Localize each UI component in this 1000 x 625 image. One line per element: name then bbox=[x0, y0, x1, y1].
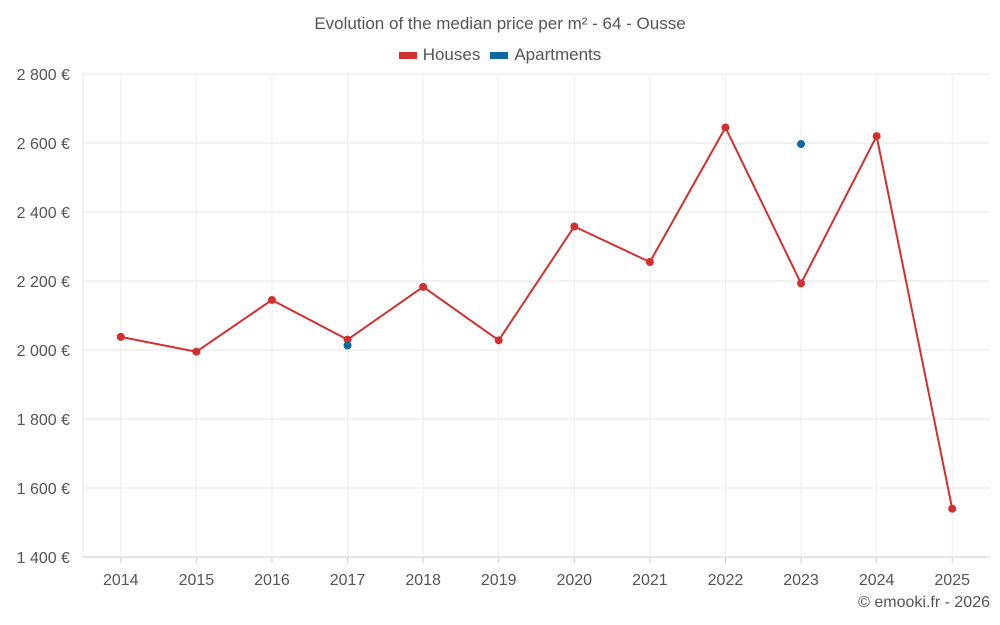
legend-item-houses[interactable]: Houses bbox=[398, 45, 481, 65]
x-tick-label: 2023 bbox=[783, 572, 819, 589]
data-point-houses-2018 bbox=[419, 282, 428, 291]
data-point-houses-2021 bbox=[645, 258, 654, 267]
x-tick-label: 2021 bbox=[632, 572, 668, 589]
x-tick-label: 2015 bbox=[179, 572, 215, 589]
chart-legend: Houses Apartments bbox=[0, 45, 1000, 65]
data-point-houses-2020 bbox=[570, 222, 579, 231]
x-tick-label: 2014 bbox=[103, 572, 139, 589]
chart-title: Evolution of the median price per m² - 6… bbox=[314, 14, 686, 33]
x-tick-label: 2024 bbox=[859, 572, 895, 589]
data-point-houses-2022 bbox=[721, 123, 730, 132]
chart-credit: © emooki.fr - 2026 bbox=[858, 594, 990, 611]
data-point-houses-2017 bbox=[343, 335, 352, 344]
x-tick-label: 2019 bbox=[481, 572, 517, 589]
x-tick-label: 2025 bbox=[934, 572, 970, 589]
data-point-houses-2024 bbox=[872, 132, 881, 141]
legend-item-apartments[interactable]: Apartments bbox=[490, 45, 601, 65]
y-tick-label: 2 000 € bbox=[17, 343, 70, 360]
x-tick-label: 2022 bbox=[708, 572, 744, 589]
y-tick-label: 2 200 € bbox=[17, 274, 70, 291]
legend-label-apartments: Apartments bbox=[514, 45, 602, 64]
y-tick-label: 1 400 € bbox=[17, 550, 70, 567]
x-tick-label: 2018 bbox=[405, 572, 441, 589]
data-point-houses-2016 bbox=[267, 295, 276, 304]
y-tick-label: 2 800 € bbox=[17, 67, 70, 84]
data-point-houses-2025 bbox=[948, 504, 957, 513]
series-line-houses bbox=[120, 126, 954, 509]
data-point-apartments-2017 bbox=[343, 341, 352, 350]
data-point-apartments-2023 bbox=[797, 140, 806, 149]
data-point-houses-2014 bbox=[116, 332, 125, 341]
legend-swatch-apartments bbox=[490, 51, 509, 59]
y-tick-label: 2 600 € bbox=[17, 136, 70, 153]
x-tick-label: 2016 bbox=[254, 572, 290, 589]
x-tick-label: 2020 bbox=[556, 572, 592, 589]
data-point-houses-2015 bbox=[192, 347, 201, 356]
legend-swatch-houses bbox=[398, 51, 417, 59]
x-tick-label: 2017 bbox=[330, 572, 366, 589]
y-tick-label: 2 400 € bbox=[17, 205, 70, 222]
data-point-houses-2023 bbox=[797, 279, 806, 288]
y-tick-label: 1 800 € bbox=[17, 412, 70, 429]
data-point-houses-2019 bbox=[494, 336, 503, 345]
y-tick-label: 1 600 € bbox=[17, 481, 70, 498]
legend-label-houses: Houses bbox=[422, 45, 481, 64]
